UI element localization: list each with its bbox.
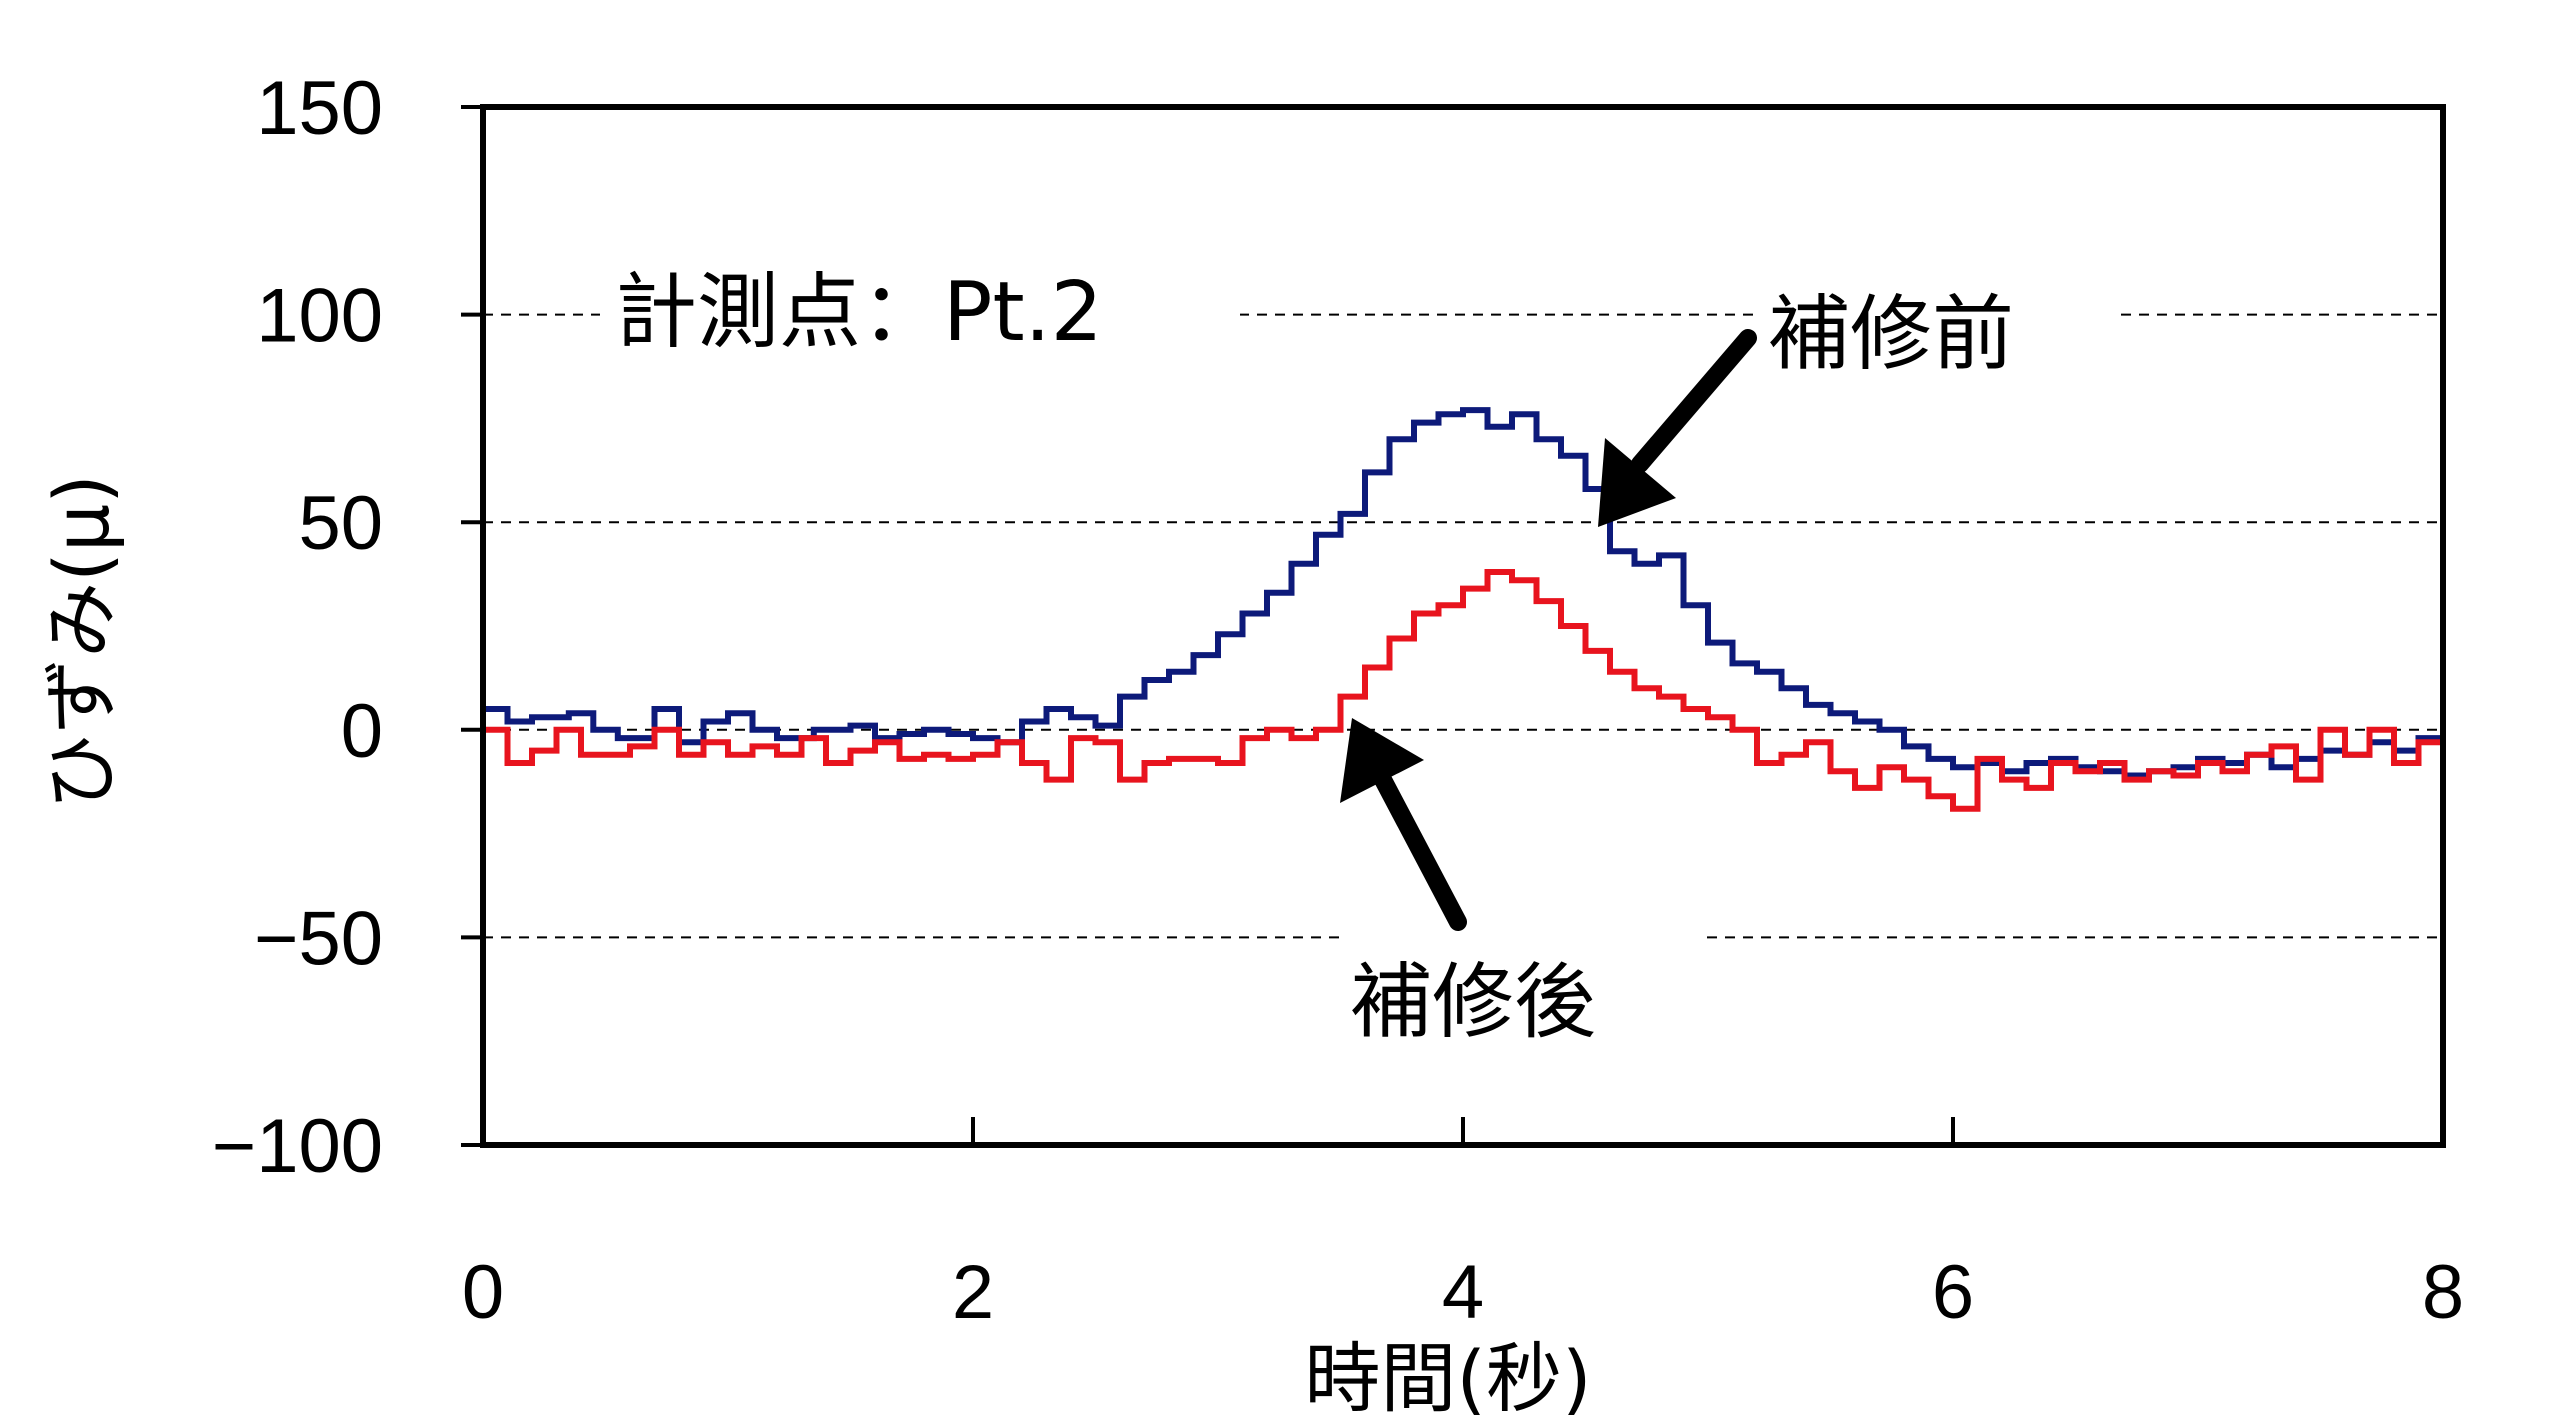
ytick-label-2: 50: [298, 481, 383, 566]
ytick-label-1: 100: [256, 274, 383, 359]
arrow-after-repair: [1340, 718, 1467, 931]
ytick-label-3: 0: [341, 689, 383, 774]
y-tick-labels: 150 100 50 0 −50 −100: [212, 66, 383, 1189]
xtick-label-0: 0: [462, 1250, 504, 1335]
series-layer: [483, 407, 2446, 812]
annotation-before-repair: 補修前: [1768, 287, 2014, 382]
series-line-1: [483, 569, 2446, 812]
ytick-label-5: −100: [212, 1104, 383, 1189]
x-tick-labels: 0 2 4 6 8: [462, 1250, 2464, 1335]
annotation-after-repair: 補修後: [1350, 955, 1596, 1050]
xtick-label-4: 8: [2422, 1250, 2464, 1335]
arrow-before-repair: [1598, 329, 1757, 527]
tick-marks: [461, 105, 2445, 1147]
ytick-label-4: −50: [254, 896, 383, 981]
y-axis-title: ひずみ(μ): [37, 474, 126, 810]
ytick-label-0: 150: [256, 66, 383, 151]
x-axis-title: 時間(秒): [1304, 1334, 1591, 1415]
xtick-label-3: 6: [1932, 1250, 1974, 1335]
annotation-measurement-point: 計測点：Pt.2: [615, 265, 1103, 360]
xtick-label-1: 2: [952, 1250, 994, 1335]
xtick-label-2: 4: [1442, 1250, 1484, 1335]
annotation-bg-after: [1340, 925, 1700, 1053]
annotation-bg-measurement: [600, 248, 1240, 363]
annotation-bg-before: [1758, 260, 2118, 380]
